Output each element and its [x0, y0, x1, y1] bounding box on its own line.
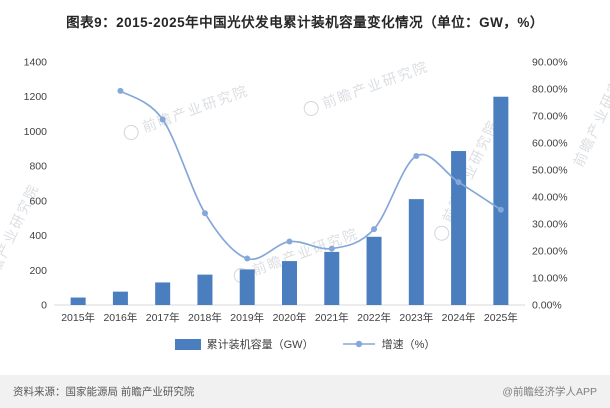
left-axis-tick: 200	[29, 265, 47, 277]
left-axis-tick: 1000	[24, 126, 48, 138]
growth-point	[455, 179, 462, 186]
capacity-bar	[324, 251, 340, 305]
left-axis-tick: 400	[29, 230, 47, 242]
capacity-bar	[451, 151, 467, 305]
capacity-bar	[239, 269, 255, 305]
growth-point	[497, 206, 504, 213]
growth-point	[201, 210, 208, 217]
chart-legend: 累计装机容量（GW） 增速（%）	[0, 336, 610, 352]
x-axis-label: 2020年	[273, 311, 307, 324]
growth-point	[413, 152, 420, 159]
right-axis-tick: 30.00%	[532, 219, 568, 231]
x-axis-label: 2023年	[399, 311, 433, 324]
x-axis-label: 2017年	[146, 311, 180, 324]
x-axis-label: 2018年	[188, 311, 222, 324]
growth-point	[117, 87, 124, 94]
right-axis-tick: 10.00%	[532, 273, 568, 285]
capacity-bar	[493, 96, 509, 305]
growth-point	[244, 255, 251, 262]
right-axis-tick: 60.00%	[532, 138, 568, 150]
legend-label-line: 增速（%）	[381, 339, 436, 351]
right-axis-tick: 20.00%	[532, 246, 568, 258]
capacity-bar	[282, 261, 297, 305]
x-axis-label: 2021年	[315, 311, 349, 324]
capacity-bar	[366, 236, 382, 305]
x-axis-label: 2015年	[61, 311, 95, 324]
capacity-bar	[197, 274, 213, 305]
source-note: 资料来源：国家能源局 前瞻产业研究院	[13, 386, 195, 398]
capacity-bar	[70, 297, 86, 305]
bar-series-swatch	[174, 338, 201, 350]
footer-bar: 资料来源：国家能源局 前瞻产业研究院 @前瞻经济学人APP	[0, 375, 610, 408]
capacity-bar	[408, 199, 424, 305]
growth-point	[159, 116, 166, 123]
capacity-bar	[155, 282, 171, 305]
x-axis-label: 2016年	[103, 311, 137, 324]
right-axis-tick: 40.00%	[532, 192, 568, 204]
x-axis-label: 2019年	[230, 311, 264, 324]
right-axis-tick: 70.00%	[532, 111, 568, 123]
legend-label-bars: 累计装机容量（GW）	[206, 339, 314, 351]
growth-point	[371, 226, 378, 233]
growth-point	[286, 238, 293, 245]
right-axis-tick: 80.00%	[532, 84, 568, 96]
legend-item-bars[interactable]: 累计装机容量（GW）	[174, 336, 314, 352]
left-axis-tick: 800	[29, 161, 47, 173]
left-axis-tick: 1200	[24, 91, 48, 103]
x-axis-label: 2024年	[442, 311, 476, 324]
right-axis-tick: 90.00%	[532, 57, 568, 69]
line-series-swatch	[342, 340, 375, 348]
x-axis-label: 2025年	[484, 311, 518, 324]
left-axis-tick: 1400	[24, 57, 48, 69]
growth-line	[119, 90, 502, 261]
chart-area: 0 200 400 600 800 1000 1200 1400 0.00% 10.00% 20.0…	[0, 36, 610, 336]
credit-note[interactable]: @前瞻经济学人APP	[502, 386, 597, 398]
growth-point	[328, 245, 335, 252]
right-axis-tick: 0.00%	[532, 300, 562, 312]
combo-chart: 0 200 400 600 800 1000 1200 1400 0.00% 10.00% 20.0…	[24, 57, 568, 325]
right-axis-tick: 50.00%	[532, 165, 568, 177]
left-axis-tick: 600	[29, 195, 47, 207]
capacity-bar	[112, 291, 128, 305]
left-axis-tick: 0	[41, 300, 47, 312]
x-axis-label: 2022年	[357, 311, 391, 324]
chart-title: 图表9：2015-2025年中国光伏发电累计装机容量变化情况（单位：GW，%）	[66, 15, 544, 30]
legend-item-line[interactable]: 增速（%）	[342, 336, 436, 352]
